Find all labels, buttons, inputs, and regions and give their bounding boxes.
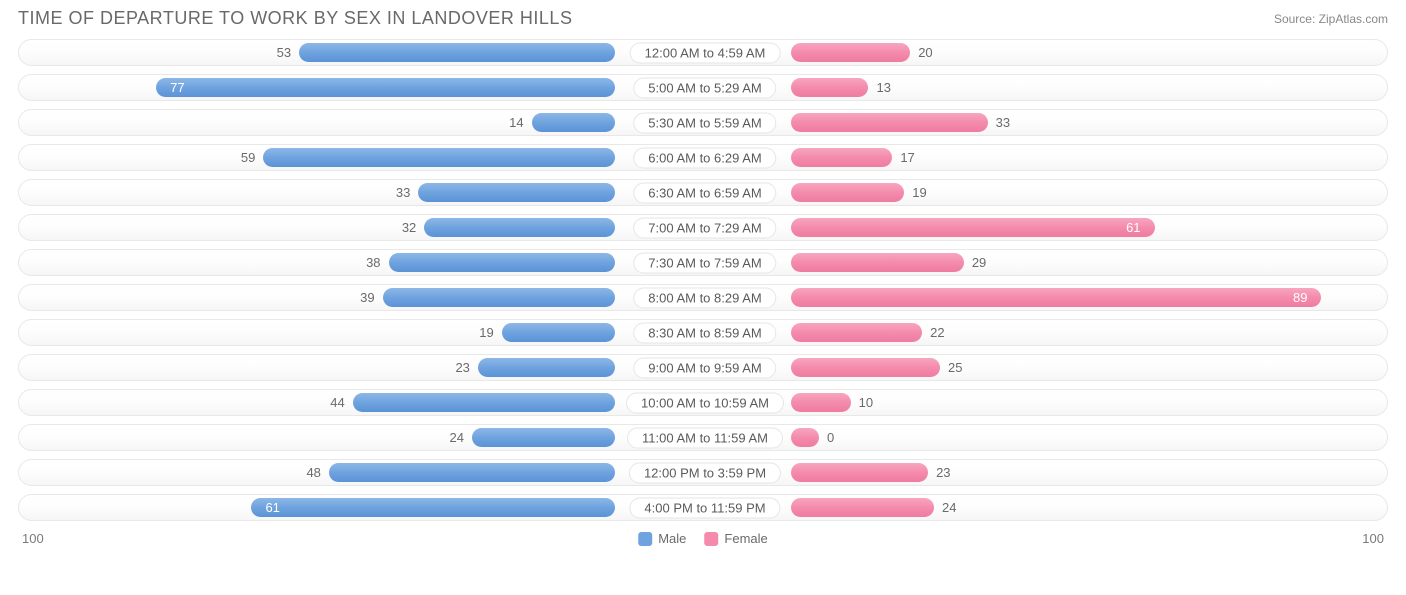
male-bar (502, 323, 615, 342)
female-value: 25 (940, 360, 970, 375)
chart-row: 44 10 10:00 AM to 10:59 AM (18, 389, 1388, 416)
chart-row: 39 89 8:00 AM to 8:29 AM (18, 284, 1388, 311)
legend-swatch (638, 532, 652, 546)
male-value: 59 (233, 150, 263, 165)
chart-area: 53 20 12:00 AM to 4:59 AM 77 13 5:00 AM to 5:… (0, 33, 1406, 521)
time-range-label: 12:00 PM to 3:59 PM (629, 462, 781, 483)
female-bar (791, 113, 988, 132)
male-value: 39 (352, 290, 382, 305)
time-range-label: 4:00 PM to 11:59 PM (629, 497, 780, 518)
male-value: 19 (471, 325, 501, 340)
male-bar (418, 183, 615, 202)
chart-row: 19 22 8:30 AM to 8:59 AM (18, 319, 1388, 346)
female-bar (791, 43, 910, 62)
male-value: 48 (298, 465, 328, 480)
chart-row: 53 20 12:00 AM to 4:59 AM (18, 39, 1388, 66)
male-value: 77 (162, 78, 192, 97)
legend-label: Female (724, 531, 767, 546)
female-bar (791, 323, 922, 342)
axis-max-left: 100 (22, 531, 44, 546)
chart-row: 32 61 7:00 AM to 7:29 AM (18, 214, 1388, 241)
male-value: 53 (269, 45, 299, 60)
legend: Male Female (638, 531, 768, 546)
legend-swatch (704, 532, 718, 546)
female-bar: 89 (791, 288, 1321, 307)
female-bar (791, 463, 928, 482)
female-value: 20 (910, 45, 940, 60)
chart-row: 33 19 6:30 AM to 6:59 AM (18, 179, 1388, 206)
chart-row: 23 25 9:00 AM to 9:59 AM (18, 354, 1388, 381)
female-bar (791, 498, 934, 517)
legend-item: Male (638, 531, 686, 546)
male-value: 38 (358, 255, 388, 270)
time-range-label: 9:00 AM to 9:59 AM (633, 357, 776, 378)
legend-item: Female (704, 531, 767, 546)
time-range-label: 10:00 AM to 10:59 AM (626, 392, 784, 413)
chart-row: 48 23 12:00 PM to 3:59 PM (18, 459, 1388, 486)
male-bar: 77 (156, 78, 615, 97)
chart-row: 59 17 6:00 AM to 6:29 AM (18, 144, 1388, 171)
female-bar (791, 78, 868, 97)
male-value: 24 (442, 430, 472, 445)
time-range-label: 8:30 AM to 8:59 AM (633, 322, 776, 343)
chart-title: TIME OF DEPARTURE TO WORK BY SEX IN LAND… (18, 8, 572, 29)
time-range-label: 6:00 AM to 6:29 AM (633, 147, 776, 168)
time-range-label: 11:00 AM to 11:59 AM (627, 427, 783, 448)
chart-row: 14 33 5:30 AM to 5:59 AM (18, 109, 1388, 136)
source-label: Source: ZipAtlas.com (1274, 12, 1388, 26)
male-bar (424, 218, 615, 237)
chart-footer: 100 Male Female 100 (18, 529, 1388, 553)
female-value: 22 (922, 325, 952, 340)
female-bar (791, 393, 851, 412)
female-value: 10 (851, 395, 881, 410)
male-bar (383, 288, 615, 307)
male-bar: 61 (251, 498, 615, 517)
female-value: 24 (934, 500, 964, 515)
male-value: 61 (257, 498, 287, 517)
legend-label: Male (658, 531, 686, 546)
female-value: 29 (964, 255, 994, 270)
time-range-label: 5:00 AM to 5:29 AM (633, 77, 776, 98)
male-bar (353, 393, 615, 412)
chart-row: 24 0 11:00 AM to 11:59 AM (18, 424, 1388, 451)
male-bar (389, 253, 615, 272)
female-value: 19 (904, 185, 934, 200)
axis-max-right: 100 (1362, 531, 1384, 546)
female-bar (791, 183, 904, 202)
female-value: 33 (988, 115, 1018, 130)
male-value: 32 (394, 220, 424, 235)
male-value: 14 (501, 115, 531, 130)
chart-row: 77 13 5:00 AM to 5:29 AM (18, 74, 1388, 101)
time-range-label: 7:00 AM to 7:29 AM (633, 217, 776, 238)
female-value: 13 (868, 80, 898, 95)
female-value: 23 (928, 465, 958, 480)
male-bar (478, 358, 615, 377)
chart-row: 61 24 4:00 PM to 11:59 PM (18, 494, 1388, 521)
time-range-label: 12:00 AM to 4:59 AM (630, 42, 781, 63)
female-value: 61 (1118, 218, 1148, 237)
male-value: 33 (388, 185, 418, 200)
female-bar (791, 358, 940, 377)
time-range-label: 8:00 AM to 8:29 AM (633, 287, 776, 308)
male-bar (532, 113, 615, 132)
female-value: 0 (819, 430, 842, 445)
female-bar (791, 428, 819, 447)
time-range-label: 6:30 AM to 6:59 AM (633, 182, 776, 203)
male-bar (299, 43, 615, 62)
time-range-label: 5:30 AM to 5:59 AM (633, 112, 776, 133)
female-bar (791, 148, 892, 167)
male-bar (263, 148, 615, 167)
time-range-label: 7:30 AM to 7:59 AM (633, 252, 776, 273)
male-bar (329, 463, 615, 482)
female-value: 17 (892, 150, 922, 165)
female-bar (791, 253, 964, 272)
male-bar (472, 428, 615, 447)
male-value: 44 (322, 395, 352, 410)
male-value: 23 (447, 360, 477, 375)
female-value: 89 (1285, 288, 1315, 307)
female-bar: 61 (791, 218, 1155, 237)
chart-row: 38 29 7:30 AM to 7:59 AM (18, 249, 1388, 276)
